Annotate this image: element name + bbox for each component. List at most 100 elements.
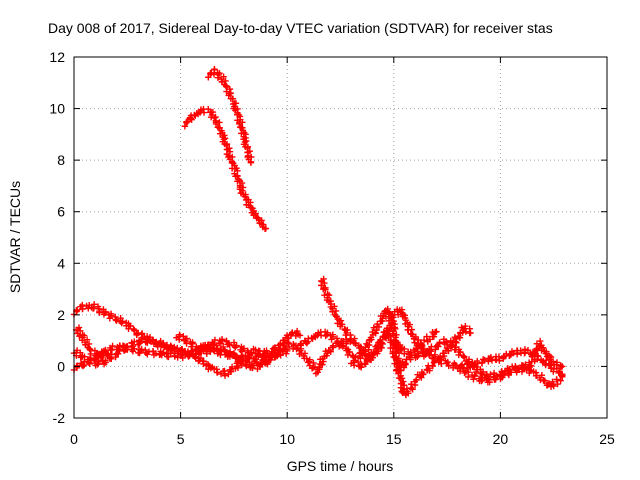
data-point (492, 356, 499, 363)
data-point (171, 343, 178, 351)
data-point (81, 361, 88, 369)
data-point (213, 369, 221, 376)
data-point (349, 352, 356, 359)
data-point (399, 389, 406, 396)
data-point (119, 318, 126, 325)
data-point (496, 357, 503, 364)
data-point (471, 372, 478, 380)
data-point (402, 360, 409, 367)
data-point (244, 347, 251, 355)
data-point (196, 345, 204, 353)
x-tick-label: 5 (177, 431, 185, 447)
data-point (212, 120, 220, 128)
data-point (404, 388, 411, 395)
data-point (462, 328, 470, 335)
data-point (102, 308, 109, 316)
data-point (324, 294, 331, 301)
data-point (235, 111, 242, 119)
data-point (478, 377, 485, 385)
data-point (387, 315, 394, 322)
data-point (165, 345, 172, 353)
data-point (395, 374, 403, 382)
data-point (239, 119, 246, 126)
data-point (470, 376, 477, 383)
data-point (557, 377, 564, 384)
data-point (467, 329, 474, 337)
data-point (374, 347, 381, 355)
data-point (540, 376, 547, 384)
data-point (437, 354, 444, 362)
data-point (152, 350, 160, 357)
data-point (391, 344, 399, 352)
data-point (234, 178, 241, 185)
data-point (435, 343, 442, 350)
data-point (459, 352, 467, 360)
data-point (96, 309, 103, 316)
data-point (216, 119, 223, 126)
data-point (86, 345, 93, 353)
data-point (407, 356, 414, 363)
data-point (376, 338, 384, 345)
x-tick-label: 20 (493, 431, 509, 447)
data-point (456, 367, 464, 375)
data-point (325, 347, 333, 354)
data-point (130, 325, 137, 333)
data-point (284, 339, 291, 346)
data-point (160, 349, 167, 356)
x-tick-label: 10 (279, 431, 295, 447)
data-point (412, 376, 420, 384)
data-point (409, 386, 416, 393)
data-point (391, 360, 398, 367)
data-point (359, 351, 366, 358)
data-point (329, 333, 337, 340)
series-arc-mid-5 (347, 327, 440, 374)
y-axis-label: SDTVAR / TECUs (7, 181, 23, 293)
data-point (183, 119, 190, 126)
data-point (352, 353, 359, 361)
y-tick-label: 10 (49, 101, 65, 117)
data-point (199, 357, 206, 365)
data-point (514, 365, 522, 372)
data-point (93, 349, 101, 357)
data-point (113, 317, 120, 324)
data-point (85, 359, 93, 366)
data-point (422, 351, 429, 358)
data-point (181, 123, 189, 130)
data-point (221, 140, 228, 148)
series-arc-mid-2 (294, 305, 474, 399)
data-point (544, 352, 552, 360)
data-point (346, 348, 353, 356)
series-arc-high-2 (181, 105, 270, 232)
data-point (457, 349, 464, 356)
data-point (411, 351, 418, 359)
data-point (357, 355, 364, 362)
data-point (211, 114, 218, 122)
data-point (226, 148, 234, 155)
data-point (176, 336, 183, 343)
series-arc-high-1 (205, 65, 255, 166)
data-point (95, 359, 102, 367)
data-point (325, 298, 333, 306)
data-point (431, 357, 439, 364)
data-point (267, 352, 274, 360)
data-point (167, 342, 174, 349)
data-point (94, 361, 101, 368)
data-point (455, 332, 462, 340)
data-point (222, 82, 230, 90)
data-point (354, 358, 362, 366)
data-point (171, 350, 178, 357)
data-point (338, 337, 345, 345)
data-point (464, 373, 472, 381)
data-point (499, 374, 506, 381)
data-point (304, 338, 312, 345)
data-point (136, 340, 143, 347)
data-point (510, 349, 517, 357)
data-point (104, 350, 112, 357)
data-point (179, 354, 186, 362)
data-point (274, 352, 281, 360)
data-point (296, 332, 304, 339)
data-point (314, 366, 321, 373)
data-point (79, 334, 86, 341)
data-point (541, 348, 548, 355)
data-point (396, 306, 404, 314)
